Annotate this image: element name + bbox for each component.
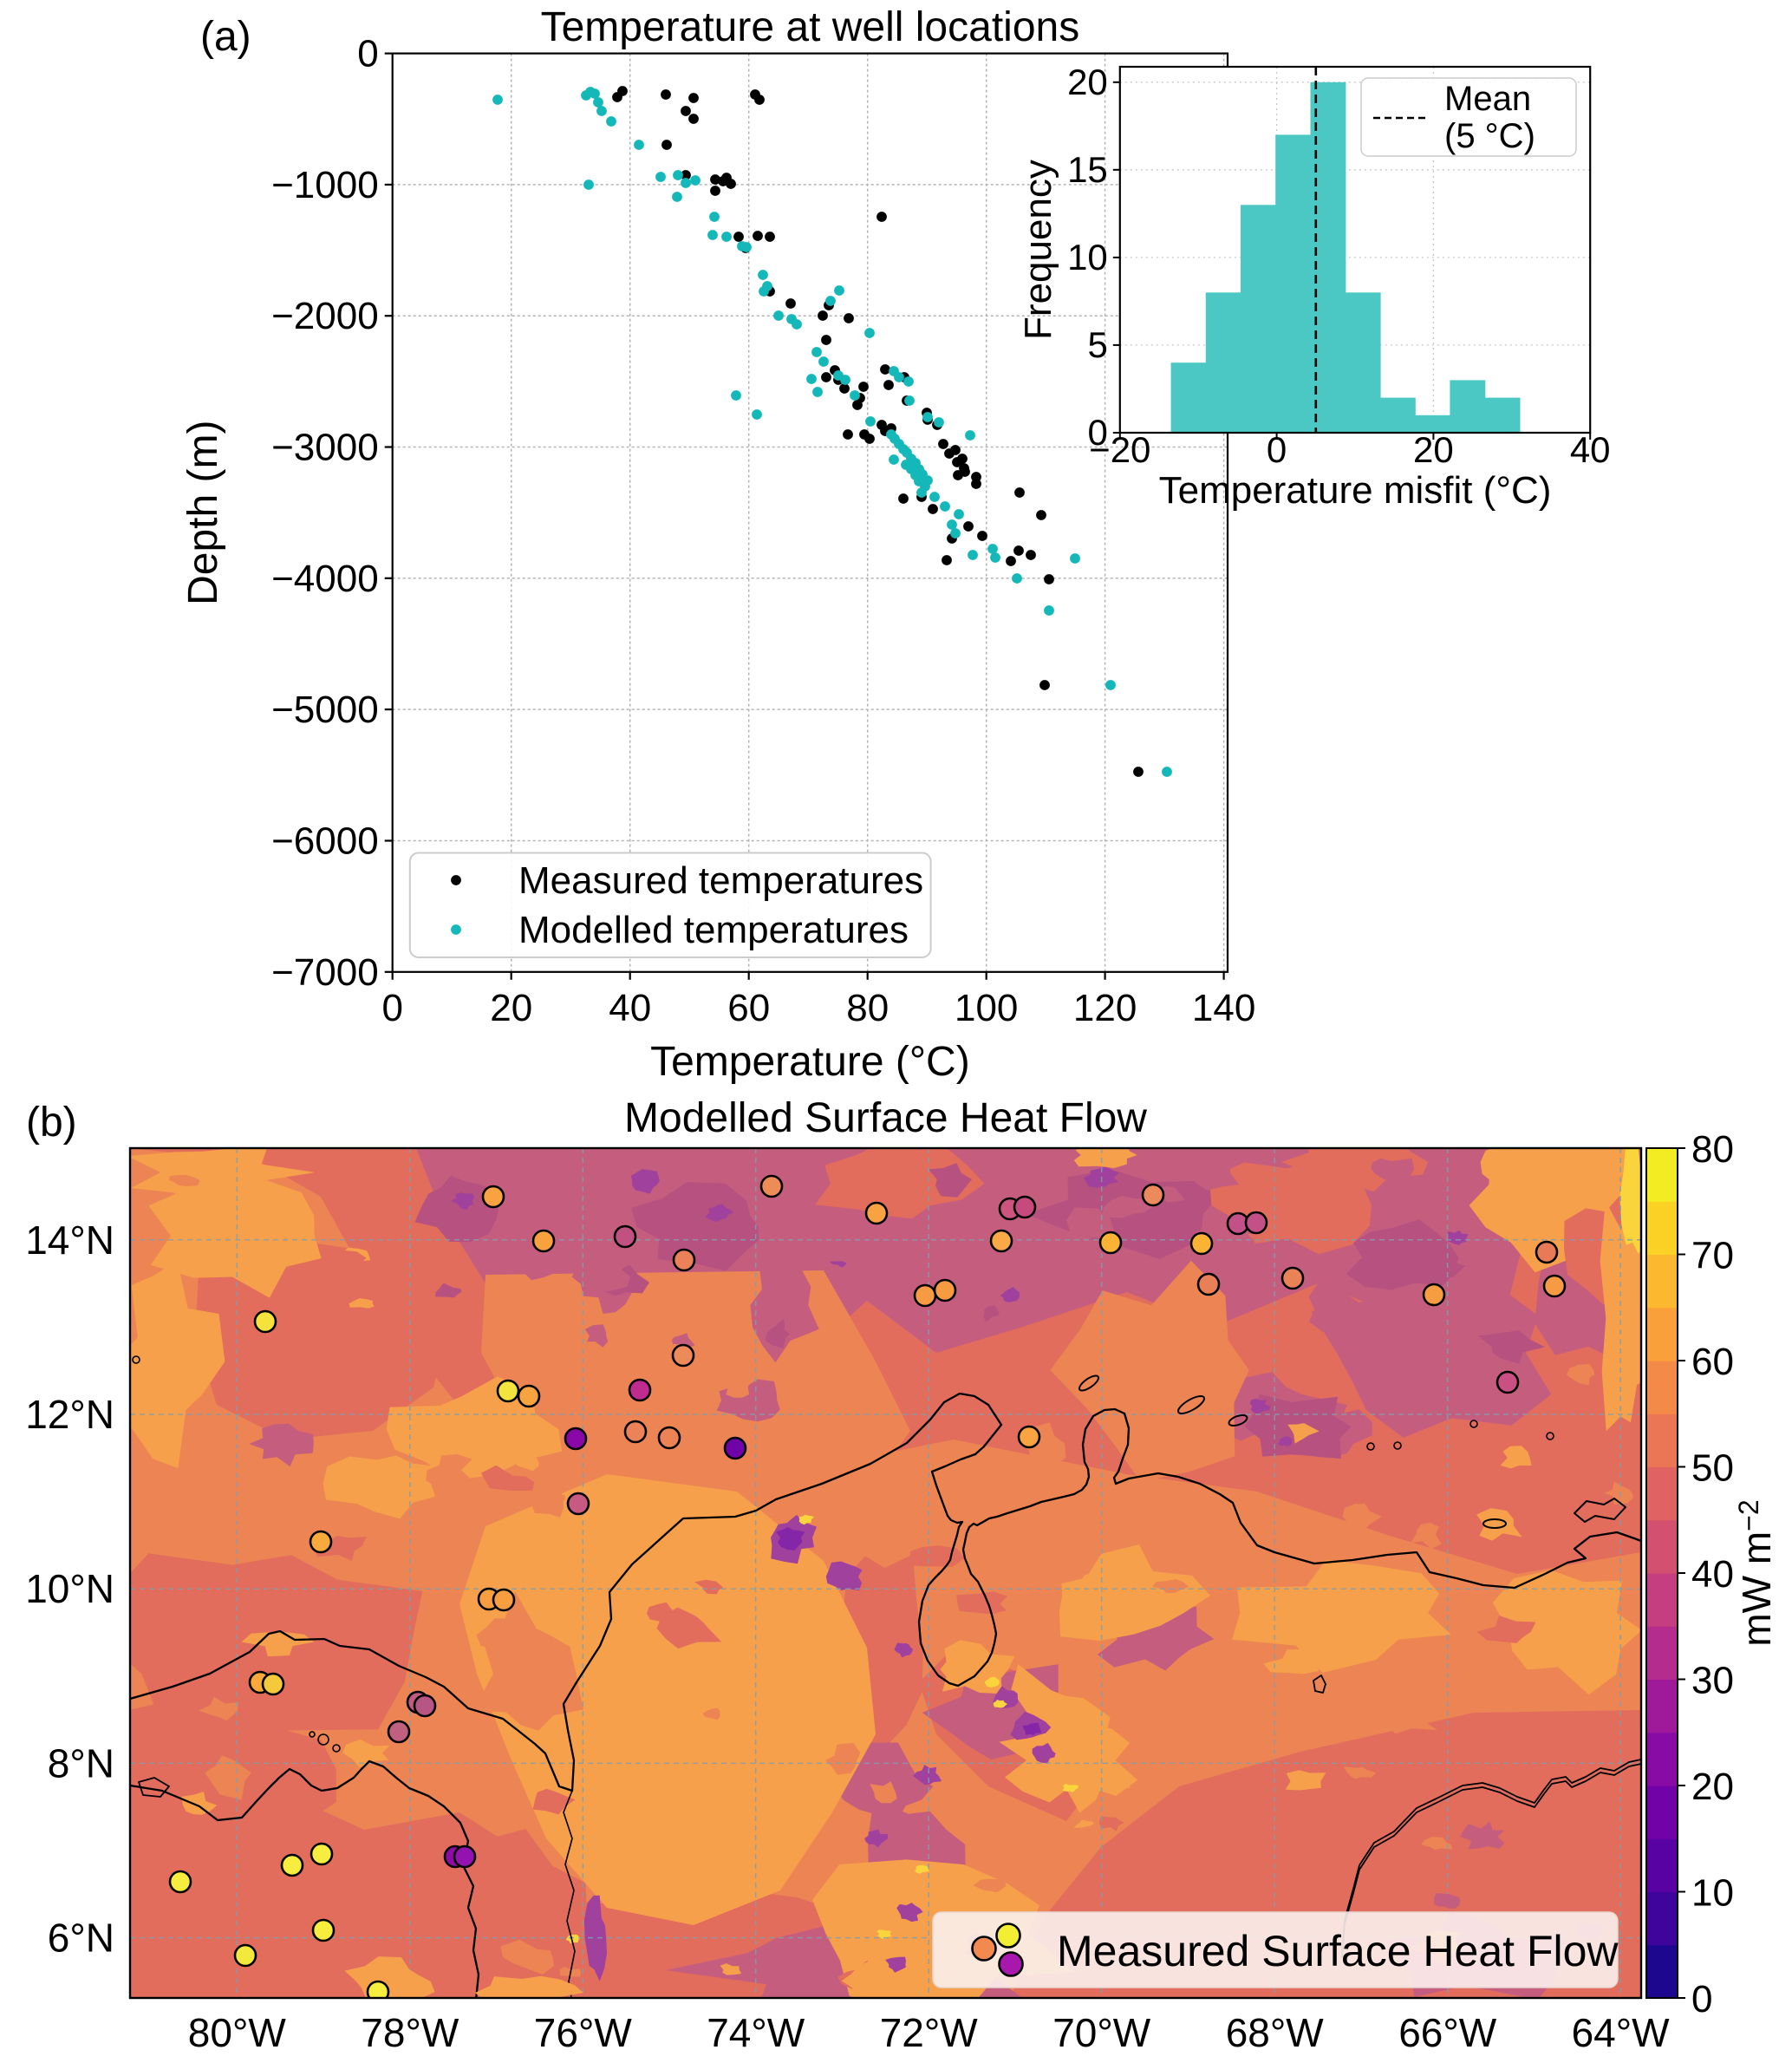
svg-text:−3000: −3000 — [271, 427, 379, 469]
svg-text:120: 120 — [1073, 987, 1137, 1029]
svg-text:20: 20 — [1413, 429, 1454, 470]
svg-text:(b): (b) — [26, 1100, 77, 1146]
svg-text:10: 10 — [1067, 237, 1108, 277]
svg-text:8°N: 8°N — [48, 1740, 114, 1786]
svg-text:Temperature misfit (°C): Temperature misfit (°C) — [1159, 469, 1552, 512]
svg-text:6°N: 6°N — [48, 1916, 114, 1961]
svg-text:76°W: 76°W — [534, 2010, 633, 2055]
svg-text:70°W: 70°W — [1052, 2010, 1151, 2055]
svg-text:0: 0 — [1087, 412, 1107, 453]
svg-text:Modelled temperatures: Modelled temperatures — [518, 909, 909, 951]
svg-text:−5000: −5000 — [271, 689, 379, 731]
svg-text:0: 0 — [357, 33, 378, 75]
svg-text:Depth (m): Depth (m) — [180, 421, 226, 605]
svg-text:−1000: −1000 — [271, 164, 379, 206]
svg-text:80: 80 — [1691, 1128, 1734, 1171]
svg-text:−2000: −2000 — [271, 295, 379, 337]
svg-text:5: 5 — [1087, 324, 1107, 365]
svg-text:78°W: 78°W — [361, 2010, 459, 2055]
svg-text:−4000: −4000 — [271, 558, 379, 600]
svg-text:64°W: 64°W — [1572, 2010, 1671, 2055]
svg-text:100: 100 — [955, 987, 1018, 1029]
svg-text:30: 30 — [1691, 1660, 1734, 1702]
svg-text:80: 80 — [846, 987, 889, 1029]
svg-text:14°N: 14°N — [25, 1218, 114, 1263]
svg-text:−20: −20 — [1089, 429, 1150, 470]
svg-text:72°W: 72°W — [880, 2010, 979, 2055]
svg-text:Modelled Surface Heat Flow: Modelled Surface Heat Flow — [624, 1095, 1147, 1141]
svg-text:70: 70 — [1691, 1235, 1734, 1277]
svg-text:Frequency: Frequency — [1017, 160, 1059, 340]
svg-text:20: 20 — [1691, 1766, 1734, 1808]
svg-text:40: 40 — [609, 987, 651, 1029]
svg-text:20: 20 — [490, 987, 532, 1029]
svg-text:10°N: 10°N — [25, 1566, 114, 1611]
svg-text:68°W: 68°W — [1226, 2010, 1325, 2055]
svg-text:Measured Surface Heat Flow: Measured Surface Heat Flow — [1057, 1927, 1619, 1975]
svg-text:(5 °C): (5 °C) — [1444, 117, 1535, 155]
svg-text:15: 15 — [1067, 149, 1108, 190]
svg-text:74°W: 74°W — [707, 2010, 805, 2055]
svg-text:Temperature (°C): Temperature (°C) — [650, 1039, 970, 1085]
svg-text:60: 60 — [727, 987, 770, 1029]
svg-text:0: 0 — [1691, 1978, 1712, 2021]
svg-text:Mean: Mean — [1444, 80, 1531, 118]
svg-text:66°W: 66°W — [1398, 2010, 1497, 2055]
svg-text:−6000: −6000 — [271, 820, 379, 863]
svg-text:10: 10 — [1691, 1872, 1734, 1915]
svg-text:0: 0 — [1267, 429, 1287, 470]
svg-text:80°W: 80°W — [188, 2010, 287, 2055]
svg-text:20: 20 — [1067, 62, 1108, 102]
svg-text:Temperature at well locations: Temperature at well locations — [541, 4, 1080, 50]
svg-text:−7000: −7000 — [271, 951, 379, 994]
svg-text:40: 40 — [1570, 429, 1611, 470]
svg-text:50: 50 — [1691, 1447, 1734, 1490]
svg-text:(a): (a) — [200, 14, 251, 60]
svg-text:Measured temperatures: Measured temperatures — [518, 859, 923, 902]
svg-text:60: 60 — [1691, 1341, 1734, 1383]
svg-text:0: 0 — [381, 987, 402, 1029]
svg-text:40: 40 — [1691, 1553, 1734, 1596]
svg-text:12°N: 12°N — [25, 1392, 114, 1437]
svg-text:140: 140 — [1192, 987, 1255, 1029]
